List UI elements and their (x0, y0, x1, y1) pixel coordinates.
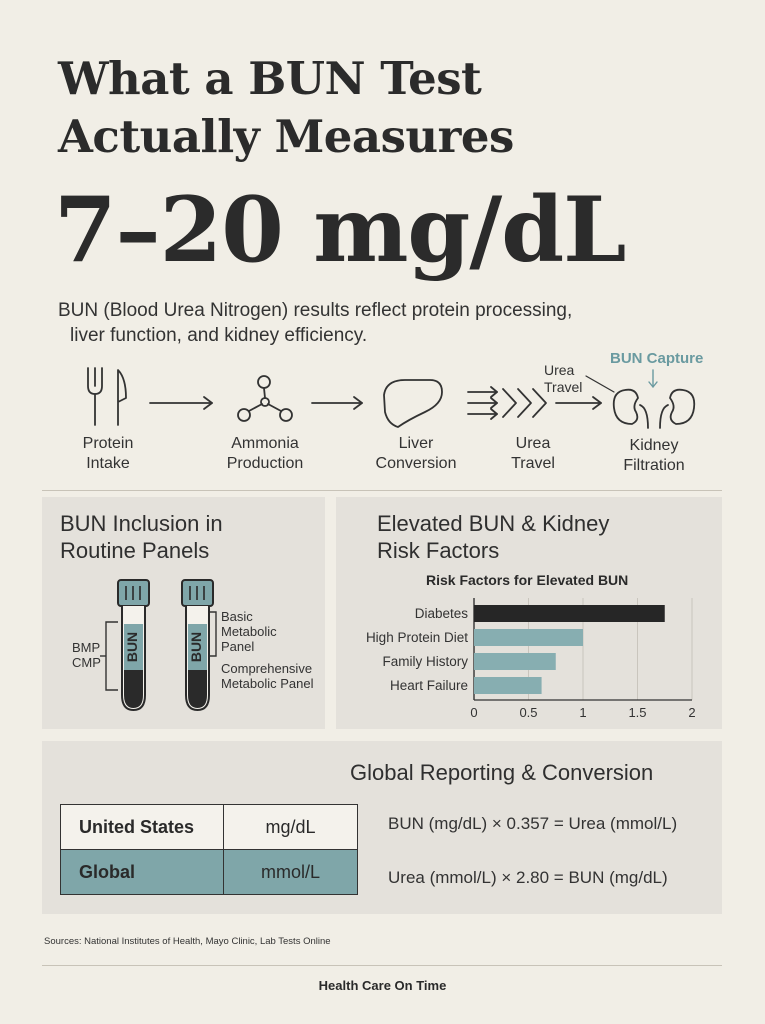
sources-note: Sources: National Institutes of Health, … (44, 936, 331, 947)
category-label: Heart Failure (389, 678, 468, 693)
panel-brackets (100, 611, 217, 691)
formula-mmol-to-mg: Urea (mmol/L) × 2.80 = BUN (mg/dL) (388, 868, 668, 887)
molecule-icon (237, 375, 293, 422)
title-line-2: Actually Measures (58, 110, 514, 163)
chevrons-icon (467, 386, 547, 420)
panel-routine-title: BUN Inclusion in Routine Panels (60, 511, 223, 563)
hero-range: 7–20 mg/dL (54, 177, 626, 283)
divider-top (42, 490, 722, 491)
intro-text: BUN (Blood Urea Nitrogen) results reflec… (58, 298, 718, 348)
flow-arrow-1 (149, 396, 213, 410)
tick-label: 2 (688, 705, 696, 720)
intro-line-1: BUN (Blood Urea Nitrogen) results reflec… (58, 300, 573, 321)
bmp-label: Basic Metabolic Panel (221, 609, 277, 654)
risk-chart (473, 598, 693, 701)
process-flow (87, 367, 696, 429)
brand-name: Health Care On Time (318, 978, 447, 993)
capture-pointer (648, 369, 658, 388)
table-row: Global mmol/L (60, 849, 358, 895)
step-ammonia-production: Ammonia Production (226, 435, 304, 472)
flow-arrow-3 (555, 396, 602, 410)
urea-note-pointer (585, 375, 615, 393)
bar-family-history (474, 653, 556, 670)
step-protein-intake: Protein Intake (82, 435, 134, 472)
unit-cell: mmol/L (223, 849, 358, 895)
bar-diabetes (474, 605, 665, 622)
tick-label: 0 (470, 705, 478, 720)
category-label: Family History (382, 654, 468, 669)
formula-mg-to-mmol: BUN (mg/dL) × 0.357 = Urea (mmol/L) (388, 814, 678, 833)
region-cell: United States (60, 804, 224, 850)
panel-routine (42, 497, 325, 729)
urea-travel-note: Urea Travel (544, 362, 583, 395)
bracket-label: BMP CMP (72, 640, 101, 670)
liver-icon (383, 379, 443, 428)
panel-risk-title: Elevated BUN & Kidney Risk Factors (377, 511, 610, 563)
unit-cell: mg/dL (223, 804, 358, 850)
kidney-icon (612, 388, 696, 429)
tube-1 (117, 579, 150, 712)
bun-capture-note: BUN Capture (610, 350, 704, 367)
bar-high-protein-diet (474, 629, 583, 646)
tick-label: 1.5 (628, 705, 647, 720)
tick-label: 0.5 (519, 705, 538, 720)
page-title: What a BUN Test Actually Measures (58, 50, 718, 166)
bar-heart-failure (474, 677, 542, 694)
conversion-title: Global Reporting & Conversion (350, 760, 654, 785)
step-urea-travel: Urea Travel (511, 435, 555, 472)
tube-2 (181, 579, 214, 712)
blood-tubes: BUN BUN (100, 579, 217, 712)
intro-line-2: liver function, and kidney efficiency. (70, 325, 368, 346)
chart-title: Risk Factors for Elevated BUN (426, 572, 629, 588)
table-row: United States mg/dL (60, 804, 358, 850)
divider-bottom (42, 965, 722, 966)
units-table: United States mg/dL Global mmol/L (60, 804, 358, 895)
region-cell: Global (60, 849, 224, 895)
category-label: High Protein Diet (365, 630, 468, 645)
category-label: Diabetes (414, 606, 468, 621)
flow-arrow-2 (311, 396, 363, 410)
tube-2-label: BUN (188, 632, 204, 662)
cmp-label: Comprehensive Metabolic Panel (221, 661, 314, 691)
chart-bars (474, 605, 665, 694)
tick-label: 1 (579, 705, 587, 720)
title-line-1: What a BUN Test (58, 52, 482, 105)
step-liver-conversion: Liver Conversion (375, 435, 457, 472)
tube-1-label: BUN (124, 632, 140, 662)
fork-knife-icon (87, 367, 127, 426)
step-kidney-filtration: Kidney Filtration (623, 437, 685, 474)
